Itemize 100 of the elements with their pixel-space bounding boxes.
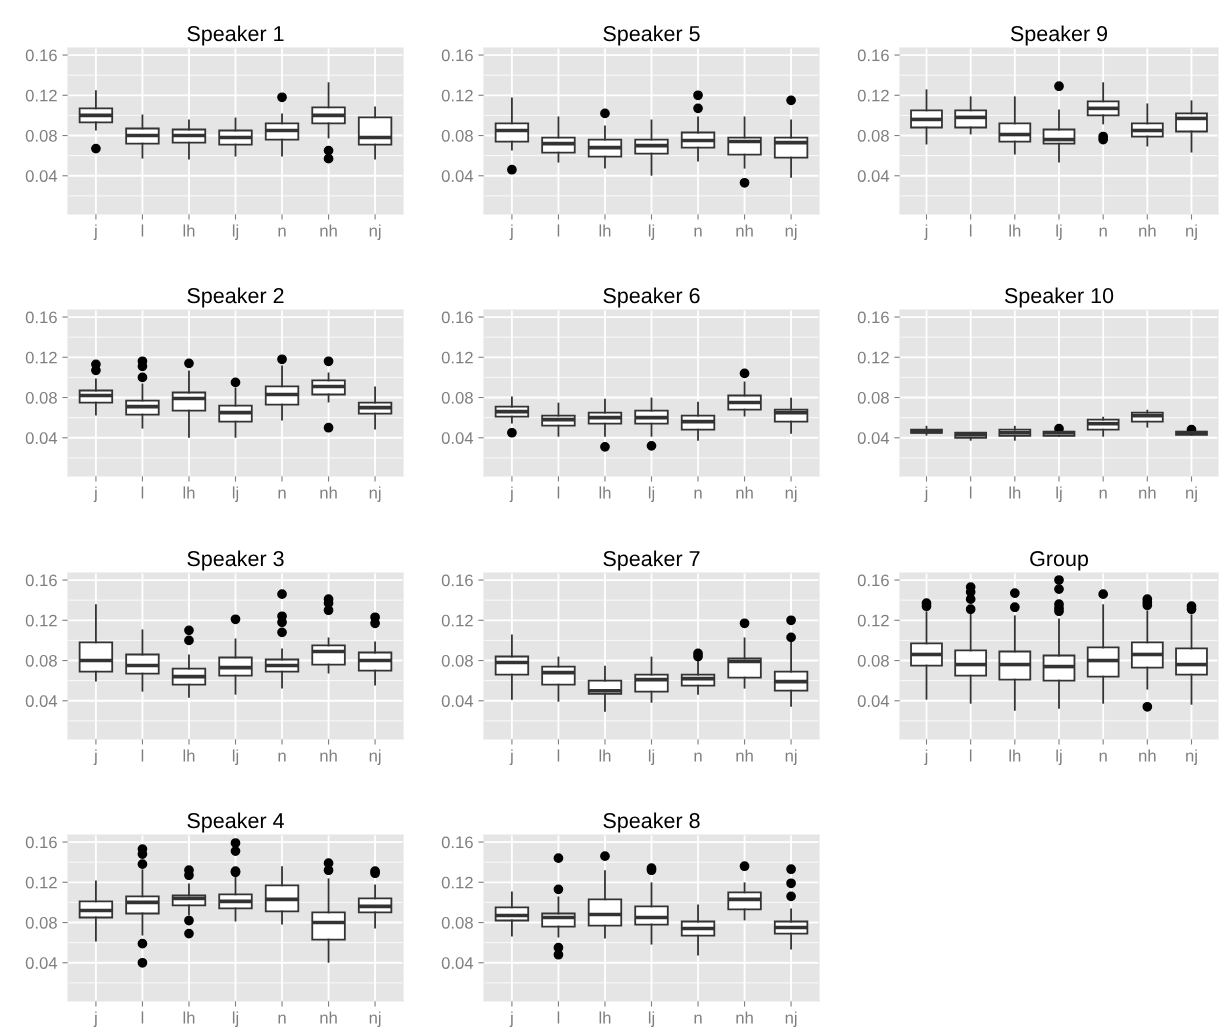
y-tick-label: 0.12: [25, 351, 57, 364]
chart-title: Speaker 6: [603, 287, 700, 308]
y-tick-label: 0.12: [441, 614, 473, 627]
chart-title: Speaker 8: [603, 812, 700, 833]
x-tick-label: lh: [599, 1011, 611, 1024]
x-tick-label: nh: [320, 486, 337, 499]
x-tick-label: lj: [232, 1011, 239, 1027]
y-tick-label: 0.08: [25, 129, 57, 142]
x-tick-label: l: [557, 224, 560, 237]
y-tick-label: 0.12: [441, 89, 473, 102]
x-tick-label: lj: [232, 486, 239, 502]
y-tick-label: 0.04: [25, 432, 58, 444]
x-tick-label: nh: [320, 1011, 337, 1024]
y-tick-label: 0.08: [441, 391, 473, 404]
x-tick-label: lh: [599, 224, 611, 237]
x-tick-label: nh: [320, 224, 337, 237]
x-tick-label: nh: [1139, 749, 1156, 762]
x-tick-label: n: [694, 489, 702, 499]
x-tick-label: j: [509, 1011, 513, 1027]
y-tick-label: 0.16: [441, 574, 473, 587]
y-tick-label: 0.16: [857, 574, 889, 587]
x-tick-label: nj: [1186, 749, 1197, 765]
chart-title: Group: [1030, 551, 1089, 571]
x-tick-label: nj: [785, 1011, 797, 1027]
y-tick-label: 0.08: [25, 391, 57, 404]
y-tick-label: 0.04: [441, 957, 474, 969]
y-tick-label: 0.04: [857, 695, 890, 707]
y-tick-label: 0.12: [441, 351, 473, 364]
x-tick-label: lh: [599, 486, 611, 499]
x-tick-label: n: [694, 1014, 702, 1024]
y-tick-label: 0.04: [25, 957, 58, 969]
y-tick-label: 0.12: [25, 614, 57, 627]
x-tick-label: lh: [183, 1011, 195, 1024]
y-tick-label: 0.08: [441, 916, 473, 929]
x-tick-label: l: [141, 486, 144, 499]
x-tick-label: j: [93, 486, 97, 502]
x-tick-label: nj: [785, 224, 797, 240]
y-tick-label: 0.04: [441, 432, 474, 444]
chart-title: Speaker 9: [1010, 25, 1108, 46]
x-tick-label: nj: [1186, 224, 1197, 240]
y-tick-label: 0.16: [25, 311, 57, 324]
y-tick-label: 0.08: [857, 654, 889, 667]
y-tick-label: 0.12: [25, 876, 57, 889]
chart-title: Speaker 10: [1004, 287, 1114, 308]
x-tick-label: nj: [1186, 486, 1197, 502]
y-tick-label: 0.16: [25, 574, 57, 587]
y-tick-label: 0.04: [25, 695, 58, 707]
x-tick-label: j: [93, 224, 97, 240]
x-tick-label: l: [557, 1011, 560, 1024]
x-tick-label: lh: [183, 486, 195, 499]
x-tick-label: j: [924, 749, 928, 765]
x-tick-label: l: [141, 749, 144, 762]
y-tick-label: 0.16: [25, 49, 57, 62]
x-tick-label: nj: [369, 1011, 381, 1027]
y-tick-label: 0.12: [857, 351, 889, 364]
x-tick-label: j: [509, 486, 513, 502]
x-tick-label: lj: [648, 224, 655, 240]
x-tick-label: n: [1099, 489, 1107, 499]
y-tick-label: 0.12: [25, 89, 57, 102]
x-tick-label: j: [93, 749, 97, 765]
x-tick-label: j: [509, 224, 513, 240]
x-tick-label: n: [278, 227, 286, 237]
x-tick-label: lh: [599, 749, 611, 762]
y-tick-label: 0.08: [441, 654, 473, 667]
x-tick-label: nh: [1139, 224, 1156, 237]
y-tick-label: 0.04: [441, 695, 474, 707]
y-tick-label: 0.16: [857, 49, 889, 62]
x-tick-label: l: [969, 224, 972, 237]
x-tick-label: j: [924, 486, 928, 502]
x-tick-label: lh: [1009, 224, 1021, 237]
y-tick-label: 0.08: [441, 129, 473, 142]
x-tick-label: lj: [648, 749, 655, 765]
y-tick-label: 0.04: [441, 170, 474, 182]
x-tick-label: l: [141, 1011, 144, 1024]
y-tick-label: 0.04: [857, 432, 890, 444]
x-tick-label: j: [509, 749, 513, 765]
x-tick-label: j: [924, 224, 928, 240]
x-tick-label: nj: [785, 486, 797, 502]
x-tick-label: n: [1099, 752, 1107, 762]
y-tick-label: 0.12: [441, 876, 473, 889]
x-tick-label: nh: [736, 486, 753, 499]
x-tick-label: lh: [1009, 486, 1021, 499]
x-tick-label: n: [278, 1014, 286, 1024]
y-tick-label: 0.16: [857, 311, 889, 324]
y-tick-label: 0.08: [857, 129, 889, 142]
x-tick-label: lj: [1056, 486, 1062, 502]
y-tick-label: 0.04: [857, 170, 890, 182]
chart-title: Speaker 5: [603, 25, 700, 46]
x-tick-label: lj: [1056, 749, 1062, 765]
y-tick-label: 0.08: [25, 654, 57, 667]
x-tick-label: lh: [183, 749, 195, 762]
y-tick-label: 0.16: [441, 836, 473, 849]
x-tick-label: l: [969, 749, 972, 762]
x-tick-label: lh: [1009, 749, 1021, 762]
x-tick-label: nh: [736, 749, 753, 762]
chart-title: Speaker 4: [187, 812, 284, 833]
chart-title: Speaker 7: [603, 550, 700, 571]
chart-title: Speaker 2: [187, 287, 284, 308]
y-tick-label: 0.16: [441, 311, 473, 324]
x-tick-label: nj: [369, 486, 381, 502]
